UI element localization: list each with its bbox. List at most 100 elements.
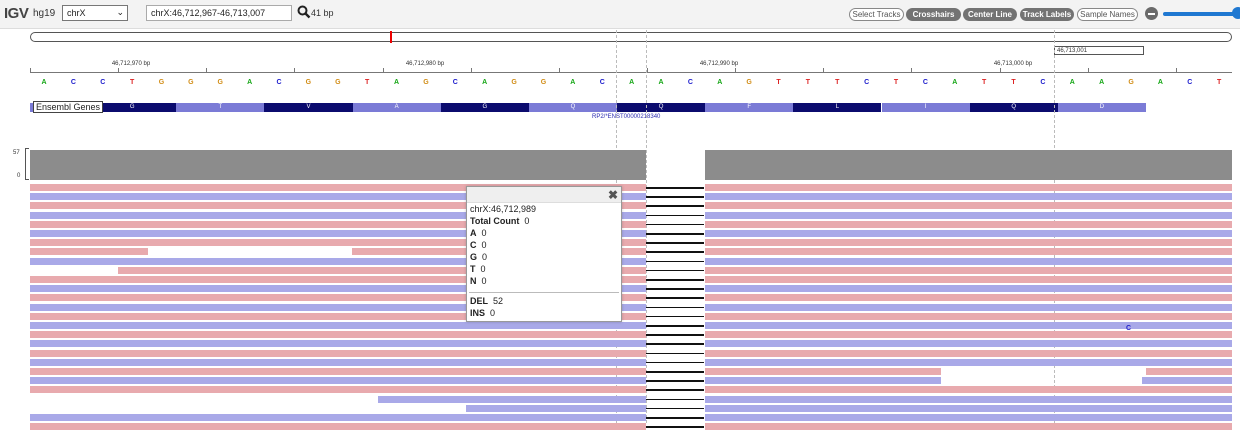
amino-acid: Q <box>528 103 618 112</box>
close-icon[interactable]: ✖ <box>607 188 618 202</box>
alignment-read[interactable] <box>118 266 646 274</box>
alignment-read[interactable] <box>705 276 1232 283</box>
alignment-read[interactable] <box>30 257 646 265</box>
alignment-read[interactable] <box>30 358 646 366</box>
chromosome-ideogram[interactable] <box>30 32 1232 42</box>
alignment-read[interactable] <box>705 211 1232 219</box>
alignment-read[interactable] <box>30 184 646 191</box>
alignment-read[interactable] <box>705 184 1232 191</box>
alignment-read[interactable] <box>30 276 646 283</box>
alignment-read[interactable] <box>30 312 646 320</box>
ruler-tick <box>1175 68 1177 72</box>
alignment-read[interactable] <box>1146 368 1232 375</box>
igv-logo: IGV <box>4 5 29 22</box>
zoom-out-icon[interactable] <box>1145 7 1158 20</box>
deletion-line <box>646 205 704 207</box>
alignment-read[interactable] <box>705 193 1232 201</box>
locus-search-input[interactable]: chrX:46,712,967-46,713,007 <box>146 5 292 21</box>
sequence-base: A <box>717 79 723 86</box>
crosshairs-button[interactable]: Crosshairs <box>906 8 961 21</box>
alignment-read[interactable] <box>705 404 1232 412</box>
alignment-read[interactable] <box>705 414 1232 421</box>
alignment-read[interactable] <box>705 423 1232 430</box>
mismatch-base: C <box>1126 325 1132 332</box>
sample-names-button[interactable]: Sample Names <box>1077 8 1138 21</box>
zoom-slider[interactable] <box>1163 12 1240 16</box>
alignment-read[interactable] <box>705 377 941 385</box>
position-box: 46,713,001 <box>1054 46 1144 55</box>
alignment-read[interactable] <box>30 331 646 339</box>
alignment-read[interactable] <box>30 220 646 228</box>
alignment-read[interactable] <box>30 211 646 219</box>
alignment-read[interactable] <box>705 340 1232 348</box>
track-labels-button[interactable]: Track Labels <box>1020 8 1074 21</box>
sequence-base: A <box>570 79 576 86</box>
alignment-read[interactable] <box>705 312 1232 320</box>
chromosome-select[interactable]: chrX ⌄ <box>62 5 128 21</box>
alignment-read[interactable] <box>1142 377 1232 385</box>
alignment-read[interactable] <box>705 285 1232 293</box>
select-tracks-button[interactable]: Select Tracks <box>849 8 904 21</box>
alignment-read[interactable] <box>466 404 646 412</box>
sequence-base: T <box>365 79 370 86</box>
alignment-read[interactable] <box>705 257 1232 265</box>
alignment-read[interactable] <box>705 230 1232 237</box>
alignment-read[interactable] <box>378 395 646 403</box>
alignment-read[interactable] <box>705 248 1232 256</box>
alignment-read[interactable] <box>30 248 148 256</box>
alignment-read[interactable] <box>30 285 646 293</box>
zoom-slider-handle[interactable] <box>1232 7 1240 19</box>
ruler-tick <box>1087 68 1089 72</box>
deletion-line <box>646 315 704 318</box>
alignment-read[interactable] <box>705 395 1232 403</box>
coverage-scale-min: 0 <box>17 173 21 179</box>
alignment-read[interactable] <box>30 322 646 329</box>
coverage-track-right[interactable] <box>705 150 1232 180</box>
center-line-button[interactable]: Center Line <box>963 8 1017 21</box>
alignment-read[interactable] <box>30 368 646 375</box>
track-label-ensembl[interactable]: Ensembl Genes <box>33 101 104 113</box>
sequence-base: G <box>746 79 752 86</box>
alignment-read[interactable] <box>705 220 1232 228</box>
sequence-base: C <box>922 79 928 86</box>
sequence-base: A <box>1099 79 1105 86</box>
sequence-base: T <box>776 79 781 86</box>
alignment-read[interactable] <box>705 239 1232 247</box>
alignment-read[interactable] <box>705 322 1232 329</box>
search-icon[interactable] <box>297 5 311 19</box>
sequence-base: A <box>1157 79 1163 86</box>
alignment-read[interactable] <box>705 202 1232 210</box>
alignment-read[interactable] <box>30 239 646 247</box>
alignment-read[interactable] <box>30 303 646 311</box>
alignment-read[interactable] <box>30 193 646 201</box>
alignment-read[interactable] <box>705 358 1232 366</box>
alignment-read[interactable] <box>705 368 941 375</box>
sequence-base: C <box>452 79 458 86</box>
alignment-read[interactable] <box>705 349 1232 357</box>
alignment-read[interactable] <box>30 202 646 210</box>
alignment-read[interactable] <box>705 266 1232 274</box>
alignment-read[interactable] <box>30 386 646 394</box>
alignment-read[interactable] <box>30 377 646 385</box>
alignment-read[interactable] <box>30 294 646 302</box>
base-label: N <box>470 276 477 286</box>
coverage-track-left[interactable] <box>30 150 646 180</box>
popup-base-row: A 0 <box>470 228 487 239</box>
genome-label[interactable]: hg19 <box>33 8 56 19</box>
alignment-read[interactable] <box>30 230 646 237</box>
sequence-base: G <box>511 79 517 86</box>
alignment-read[interactable] <box>705 303 1232 311</box>
sequence-base: T <box>835 79 840 86</box>
alignment-read[interactable] <box>30 349 646 357</box>
alignment-read[interactable] <box>705 386 1232 394</box>
ruler-tick-label: 46,713,000 bp <box>993 61 1033 67</box>
popup-ins-label: INS <box>470 308 486 318</box>
alignment-read[interactable] <box>705 331 1232 339</box>
alignment-read[interactable] <box>705 294 1232 302</box>
ruler-tick <box>999 68 1001 72</box>
alignment-read[interactable] <box>30 340 646 348</box>
alignment-read[interactable] <box>30 414 646 421</box>
alignment-read[interactable] <box>30 423 646 430</box>
sequence-base: T <box>1217 79 1222 86</box>
